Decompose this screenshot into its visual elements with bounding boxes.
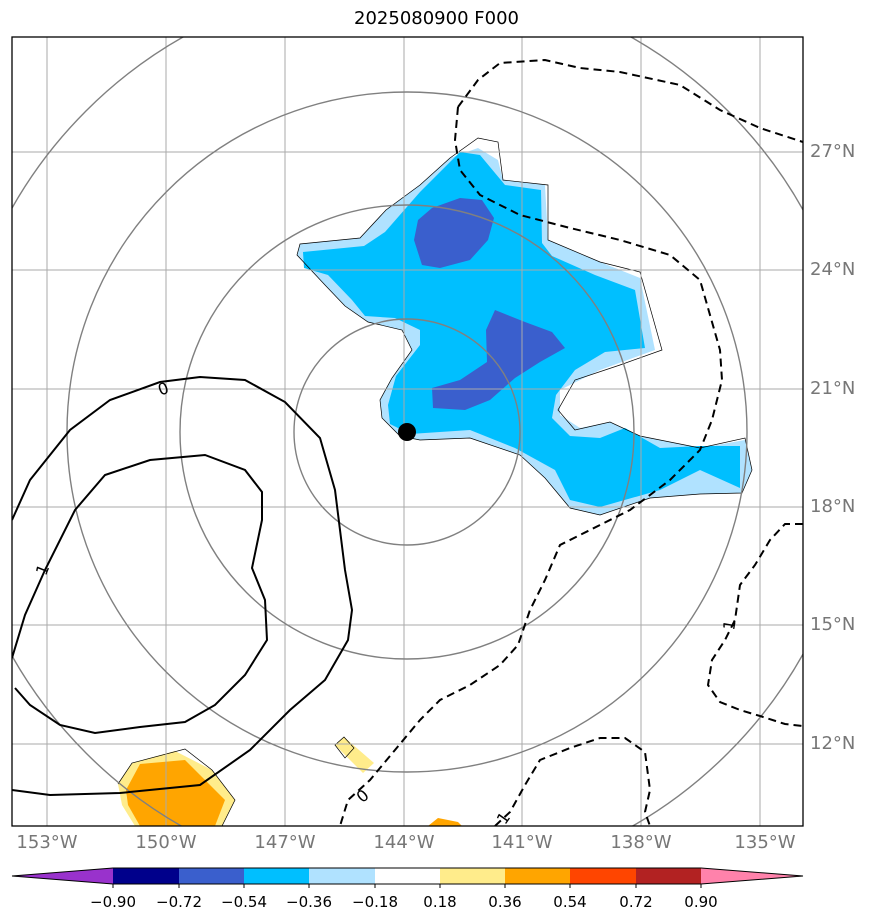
colorbar-segment — [636, 868, 701, 884]
colorbar-segment — [440, 868, 505, 884]
lat-label: 27°N — [810, 141, 856, 162]
contour-label: 1 — [719, 618, 739, 631]
colorbar-segment — [309, 868, 375, 884]
shaded-positive — [118, 737, 462, 826]
colorbar-tick-label: −0.72 — [156, 893, 202, 911]
colorbar-segment — [113, 868, 179, 884]
lon-label: 147°W — [254, 832, 316, 853]
contours-dashed — [339, 58, 803, 826]
lat-label: 12°N — [810, 733, 856, 754]
lon-label: 138°W — [610, 832, 672, 853]
lat-label: 21°N — [810, 378, 856, 399]
lon-label: 141°W — [491, 832, 553, 853]
lon-label: 135°W — [734, 832, 796, 853]
colorbar-tick-label: −0.90 — [90, 893, 136, 911]
lat-label: 18°N — [810, 496, 856, 517]
colorbar-tick-label: 0.36 — [488, 893, 522, 911]
colorbar-tick-label: 0.54 — [553, 893, 587, 911]
gridlines — [12, 37, 803, 826]
colorbar-extend-min — [12, 868, 113, 884]
colorbar-extend-max — [701, 868, 803, 884]
lon-label: 144°W — [373, 832, 435, 853]
colorbar-segment — [505, 868, 570, 884]
map-title: 2025080900 F000 — [354, 8, 519, 29]
colorbar-segment — [570, 868, 636, 884]
colorbar-tick-label: −0.18 — [352, 893, 398, 911]
lat-label: 15°N — [810, 614, 856, 635]
lon-label: 150°W — [135, 832, 197, 853]
contours-solid — [12, 375, 354, 797]
colorbar-segment — [244, 868, 309, 884]
colorbar-tick-label: 0.18 — [423, 893, 457, 911]
colorbar — [11, 867, 804, 888]
range-rings — [12, 37, 803, 826]
colorbar-tick-label: 0.90 — [684, 893, 718, 911]
colorbar-segment — [375, 868, 440, 884]
lon-label: 153°W — [16, 832, 78, 853]
lat-label: 24°N — [810, 259, 856, 280]
colorbar-tick-label: 0.72 — [619, 893, 653, 911]
colorbar-segment — [179, 868, 244, 884]
colorbar-tick-label: −0.54 — [221, 893, 267, 911]
map-plot: 0 1 0 1 1 — [11, 36, 804, 828]
storm-center-marker — [398, 423, 416, 441]
colorbar-tick-label: −0.36 — [286, 893, 332, 911]
